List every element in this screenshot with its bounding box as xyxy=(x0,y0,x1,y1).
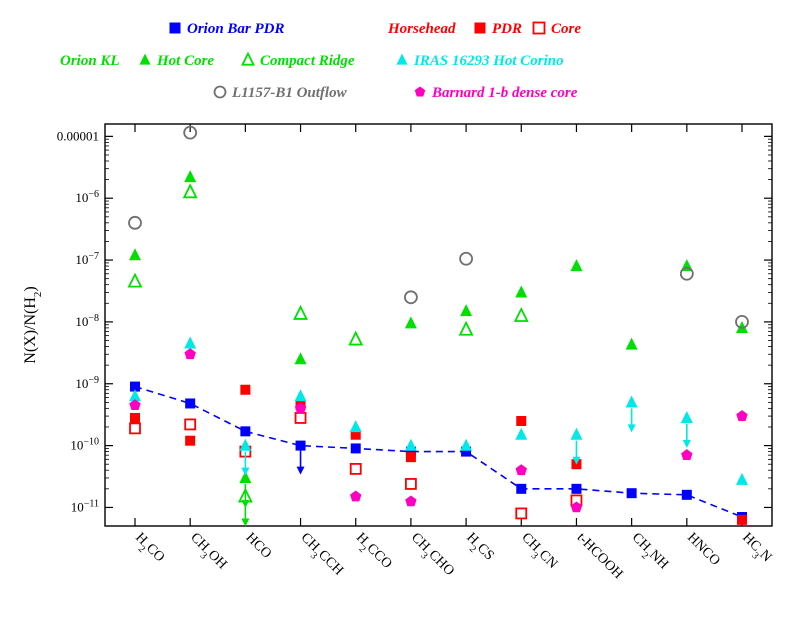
x-category-label: CH3CHO xyxy=(405,530,457,582)
orion-bar-pdr-point xyxy=(682,490,692,500)
orion-kl-hotcore-point xyxy=(570,259,582,271)
abundance-scatter-chart: N(X)/N(H2) 10−11 10−10 10−9 10−8 10−7 10−6 0.00… xyxy=(0,0,800,632)
legend-label: Horsehead xyxy=(387,21,456,37)
horsehead-pdr-point xyxy=(516,416,526,426)
orion-bar-pdr-point xyxy=(627,488,637,498)
legend-marker xyxy=(415,87,425,97)
plot-frame xyxy=(105,124,772,526)
x-category-label: H2CS xyxy=(460,530,497,567)
x-category-label: H2CCO xyxy=(350,530,395,575)
legend-marker xyxy=(243,54,254,65)
legend-label: L1157-B1 Outflow xyxy=(231,85,348,101)
barnard1b-point xyxy=(350,491,361,502)
orion-kl-compact-point xyxy=(184,185,196,197)
horsehead-core-point xyxy=(516,508,526,518)
orion-kl-hotcore-point xyxy=(184,170,196,182)
orion-bar-pdr-point xyxy=(516,484,526,494)
iras16293-point xyxy=(460,439,472,451)
legend-marker xyxy=(215,87,226,98)
barnard1b-point xyxy=(516,464,527,475)
y-tick-label: 10−6 xyxy=(75,189,99,206)
orion-kl-hotcore-point xyxy=(626,338,638,350)
l1157-b1-point xyxy=(405,291,417,303)
iras16293-point xyxy=(681,411,693,448)
orion-bar-pdr-line xyxy=(135,387,742,517)
legend-marker xyxy=(170,23,181,34)
orion-bar-pdr-point xyxy=(185,398,195,408)
horsehead-pdr-point xyxy=(240,385,250,395)
orion-kl-hotcore-point xyxy=(405,316,417,328)
x-category-label: H2CO xyxy=(129,530,167,568)
iras16293-point xyxy=(350,420,362,432)
l1157-b1-point xyxy=(460,253,472,265)
legend-label: Compact Ridge xyxy=(260,53,355,69)
iras16293-point xyxy=(515,428,527,440)
barnard1b-point xyxy=(571,501,582,512)
x-category-label: CH2NH xyxy=(626,530,671,575)
orion-kl-compact-point xyxy=(129,275,141,287)
horsehead-pdr-point xyxy=(737,515,747,525)
x-category-label: CH3OH xyxy=(184,530,229,575)
legend-marker xyxy=(534,23,545,34)
barnard1b-point xyxy=(184,348,195,359)
barnard1b-point xyxy=(681,449,692,460)
orion-bar-pdr-point xyxy=(571,484,581,494)
orion-kl-compact-point xyxy=(515,309,527,321)
barnard1b-point xyxy=(405,495,416,506)
x-category-label: CH3CN xyxy=(515,530,560,575)
iras16293-point xyxy=(184,336,196,348)
orion-kl-hotcore-point xyxy=(515,285,527,297)
y-tick-label: 0.00001 xyxy=(57,128,99,143)
x-category-label: HCO xyxy=(243,530,275,562)
legend-marker xyxy=(475,23,486,34)
legend-label: Orion KL xyxy=(60,53,120,69)
orion-kl-hotcore-point xyxy=(295,352,307,364)
y-axis-label: N(X)/N(H2) xyxy=(22,286,44,363)
iras16293-point xyxy=(405,439,417,451)
orion-bar-pdr-point xyxy=(351,443,361,453)
y-tick-label: 10−10 xyxy=(70,436,99,453)
y-tick-label: 10−8 xyxy=(75,312,99,329)
iras16293-point xyxy=(570,428,582,465)
x-category-label: CH3CCH xyxy=(295,530,346,581)
x-category-label: t-HCOOH xyxy=(574,530,626,582)
horsehead-core-point xyxy=(351,464,361,474)
orion-kl-compact-point xyxy=(460,323,472,335)
horsehead-core-point xyxy=(130,423,140,433)
legend-label: Core xyxy=(551,21,581,37)
horsehead-core-point xyxy=(406,479,416,489)
orion-kl-hotcore-point xyxy=(129,248,141,260)
horsehead-pdr-point xyxy=(185,436,195,446)
legend-label: Barnard 1-b dense core xyxy=(431,85,578,101)
horsehead-pdr-point xyxy=(130,413,140,423)
y-tick-label: 10−11 xyxy=(71,498,99,515)
x-category-label: HC3N xyxy=(736,530,774,568)
orion-kl-compact-point xyxy=(295,307,307,319)
legend-label: PDR xyxy=(492,21,522,37)
iras16293-point xyxy=(295,389,307,401)
l1157-b1-point xyxy=(129,217,141,229)
orion-kl-hotcore-point xyxy=(460,304,472,316)
orion-bar-pdr-point xyxy=(240,426,250,436)
legend-label: Hot Core xyxy=(156,53,214,69)
barnard1b-point xyxy=(736,410,747,421)
horsehead-pdr-point xyxy=(406,452,416,462)
legend-marker xyxy=(140,54,151,65)
x-category-label: HNCO xyxy=(684,530,723,569)
legend-label: Orion Bar PDR xyxy=(187,21,285,37)
y-tick-label: 10−9 xyxy=(75,374,99,391)
horsehead-core-point xyxy=(185,419,195,429)
y-tick-label: 10−7 xyxy=(75,251,99,268)
orion-bar-pdr-point xyxy=(296,441,306,475)
horsehead-core-point xyxy=(296,413,306,423)
orion-kl-compact-point xyxy=(350,333,362,345)
iras16293-point xyxy=(626,395,638,432)
legend-marker xyxy=(397,54,408,65)
legend-label: IRAS 16293 Hot Corino xyxy=(413,53,564,69)
iras16293-point xyxy=(736,473,748,485)
